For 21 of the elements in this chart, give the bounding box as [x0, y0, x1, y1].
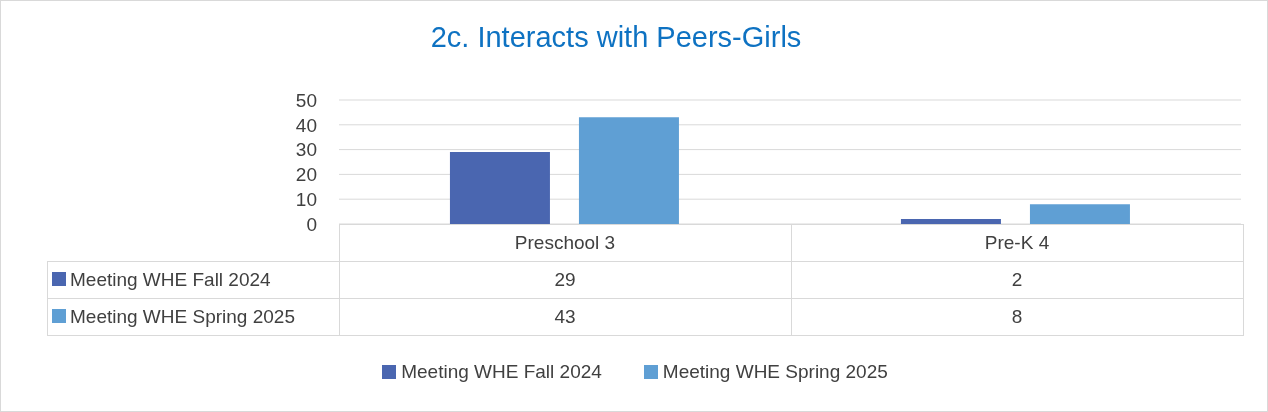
y-tick-label: 40	[295, 114, 317, 136]
x-tick-label: Pre-K 4	[791, 224, 1243, 262]
legend-label: Meeting WHE Fall 2024	[400, 361, 602, 383]
chart-title: 2c. Interacts with Peers-Girls	[429, 21, 803, 54]
y-tick-label: 20	[295, 164, 317, 186]
x-tick-label: Preschool 3	[339, 224, 791, 262]
data-label: 43	[339, 298, 791, 336]
bar	[578, 117, 679, 224]
bar	[449, 152, 550, 224]
data-label: 8	[791, 298, 1243, 336]
text: Meeting WHE Fall 2024	[70, 269, 271, 290]
y-tick-label: 30	[295, 139, 317, 161]
data-label: 29	[339, 261, 791, 299]
y-tick-label: 10	[295, 188, 317, 210]
y-tick-label: 0	[306, 213, 317, 235]
legend-label: Meeting WHE Spring 2025	[661, 361, 888, 383]
data-label: 2	[791, 261, 1243, 299]
y-tick-label: 50	[295, 89, 317, 111]
bar	[900, 219, 1001, 224]
bar	[1029, 204, 1130, 224]
text: Meeting WHE Spring 2025	[70, 306, 295, 327]
